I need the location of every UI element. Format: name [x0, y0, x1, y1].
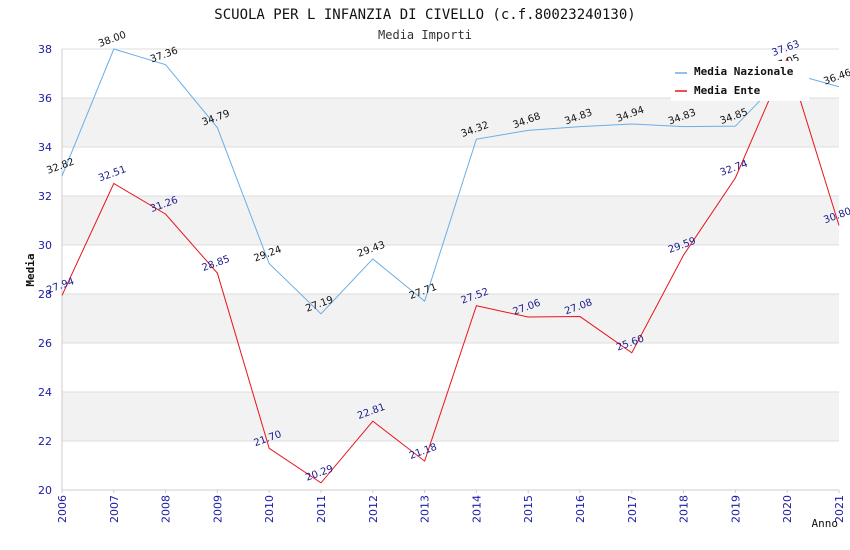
x-tick-label: 2017	[626, 495, 639, 523]
y-tick-label: 38	[38, 43, 52, 56]
y-tick-label: 26	[38, 337, 52, 350]
x-tick-label: 2010	[263, 495, 276, 523]
y-tick-label: 22	[38, 435, 52, 448]
x-tick-label: 2009	[211, 495, 224, 523]
grid-band	[62, 441, 839, 490]
y-tick-label: 32	[38, 190, 52, 203]
y-axis-label: Media	[24, 253, 37, 286]
chart-legend: Media Nazionale Media Ente	[671, 61, 809, 101]
y-tick-labels: 20 22 24 26 28 30 32 34 36 38	[38, 43, 52, 497]
grid-band	[62, 392, 839, 441]
x-tick-label: 2021	[833, 495, 846, 523]
grid-band	[62, 98, 839, 147]
y-tick-label: 36	[38, 92, 52, 105]
x-tick-label: 2011	[315, 495, 328, 523]
x-tick-label: 2013	[419, 495, 432, 523]
grid-band	[62, 147, 839, 196]
y-tick-label: 20	[38, 484, 52, 497]
y-tick-label: 30	[38, 239, 52, 252]
chart-subtitle: Media Importi	[378, 28, 472, 42]
series-lines	[61, 48, 840, 484]
y-tick-label: 28	[38, 288, 52, 301]
y-tick-label: 24	[38, 386, 52, 399]
x-tick-label: 2012	[367, 495, 380, 523]
y-tick-label: 34	[38, 141, 52, 154]
x-tick-label: 2015	[522, 495, 535, 523]
series-line-media-nazionale	[61, 48, 840, 315]
x-tick-label: 2014	[470, 495, 483, 523]
x-axis-label: Anno	[812, 517, 839, 530]
legend-label-media-nazionale: Media Nazionale	[694, 65, 794, 78]
series-line-media-ente	[61, 56, 840, 484]
x-tick-label: 2019	[729, 495, 742, 523]
grid-band	[62, 245, 839, 294]
grid-band	[62, 294, 839, 343]
chart-title: SCUOLA PER L INFANZIA DI CIVELLO (c.f.80…	[214, 7, 635, 23]
x-tick-label: 2007	[108, 495, 121, 523]
legend-box	[671, 61, 809, 101]
x-tick-label: 2020	[781, 495, 794, 523]
x-tick-labels: 2006 2007 2008 2009 2010 2011 2012 2013 2014 2015…	[56, 490, 846, 523]
x-tick-label: 2008	[160, 495, 173, 523]
legend-label-media-ente: Media Ente	[694, 84, 761, 97]
x-tick-label: 2016	[574, 495, 587, 523]
x-tick-label: 2006	[56, 495, 69, 523]
grid-bands	[62, 49, 839, 490]
x-tick-label: 2018	[678, 495, 691, 523]
